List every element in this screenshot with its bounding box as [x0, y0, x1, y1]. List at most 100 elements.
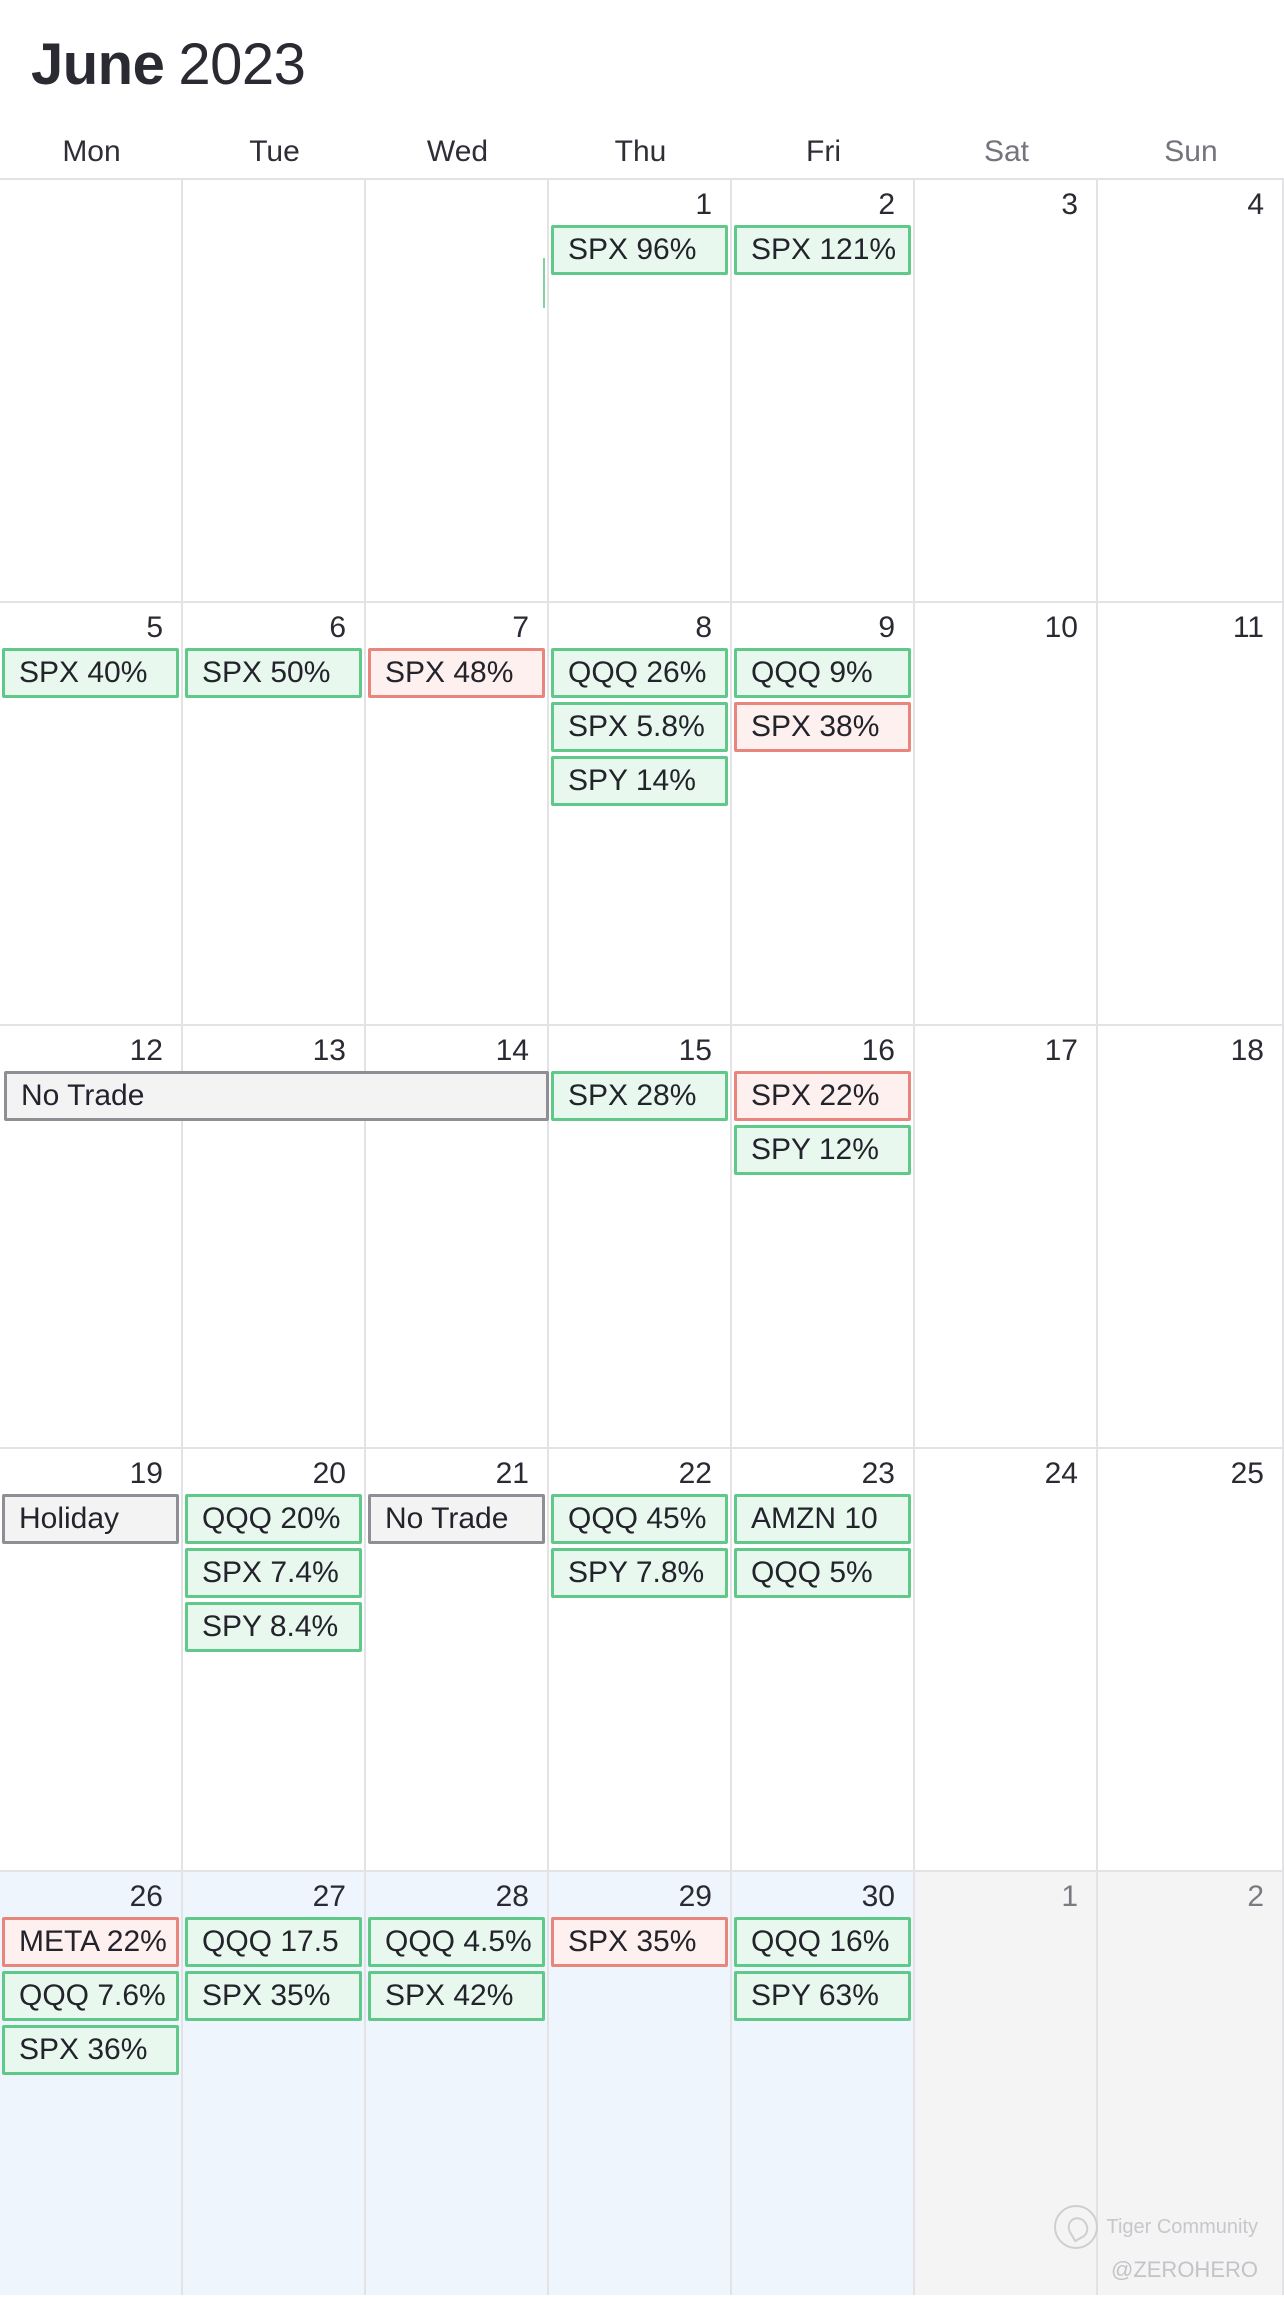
day-cell[interactable]: 5 SPX 40%	[0, 603, 183, 1026]
weekday-mon: Mon	[62, 135, 121, 168]
trade-event[interactable]: SPX 48%	[368, 648, 545, 698]
day-cell[interactable]: 18	[1098, 1026, 1284, 1449]
watermark-brand: Tiger Community	[1106, 2215, 1258, 2238]
day-cell[interactable]: 25	[1098, 1449, 1284, 1872]
day-cell[interactable]: 20 QQQ 20% SPX 7.4% SPY 8.4%	[183, 1449, 366, 1872]
empty-day-cell[interactable]	[183, 180, 366, 603]
multi-day-event[interactable]: No Trade	[4, 1071, 549, 1121]
day-cell[interactable]: 16 SPX 22% SPY 12%	[732, 1026, 915, 1449]
weekday-tue: Tue	[249, 135, 300, 168]
day-number: 2	[878, 188, 895, 221]
trade-event[interactable]: QQQ 20%	[185, 1494, 362, 1544]
day-number: 17	[1044, 1034, 1078, 1067]
trade-event[interactable]: SPX 40%	[2, 648, 179, 698]
day-number: 9	[878, 611, 895, 644]
trade-event[interactable]: SPX 35%	[551, 1917, 728, 1967]
day-number: 23	[861, 1457, 895, 1490]
day-cell[interactable]: 7 SPX 48%	[366, 603, 549, 1026]
watermark-user: @ZEROHERO	[1110, 2257, 1258, 2282]
day-cell[interactable]: 28 QQQ 4.5% SPX 42%	[366, 1872, 549, 2295]
day-events: No Trade	[366, 1494, 547, 1548]
day-number: 27	[312, 1880, 346, 1913]
day-number: 13	[312, 1034, 346, 1067]
weekday-sun: Sun	[1164, 135, 1218, 168]
day-events: SPX 40%	[0, 648, 181, 702]
day-number: 15	[678, 1034, 712, 1067]
day-cell[interactable]: 21 No Trade	[366, 1449, 549, 1872]
trade-event[interactable]: SPX 50%	[185, 648, 362, 698]
day-number: 2	[1247, 1880, 1264, 1913]
trade-event[interactable]: QQQ 26%	[551, 648, 728, 698]
day-number: 12	[129, 1034, 163, 1067]
day-cell[interactable]: 8 QQQ 26% SPX 5.8% SPY 14%	[549, 603, 732, 1026]
day-cell[interactable]: 10	[915, 603, 1098, 1026]
trade-event[interactable]: META 22%	[2, 1917, 179, 1967]
trade-event[interactable]: AMZN 10	[734, 1494, 911, 1544]
weekday-wed: Wed	[426, 135, 489, 168]
trade-event[interactable]: QQQ 9%	[734, 648, 911, 698]
trade-event[interactable]: Holiday	[2, 1494, 179, 1544]
day-cell[interactable]: 14	[366, 1026, 549, 1449]
day-events: QQQ 17.5 SPX 35%	[183, 1917, 364, 2025]
trade-event[interactable]: QQQ 4.5%	[368, 1917, 545, 1967]
trade-event[interactable]: SPX 38%	[734, 702, 911, 752]
day-cell[interactable]: 19 Holiday	[0, 1449, 183, 1872]
trade-event[interactable]: SPY 63%	[734, 1971, 911, 2021]
trade-event[interactable]: No Trade	[368, 1494, 545, 1544]
day-number: 3	[1061, 188, 1078, 221]
weekday-thu: Thu	[614, 135, 667, 168]
day-cell[interactable]: 11	[1098, 603, 1284, 1026]
day-number: 18	[1230, 1034, 1264, 1067]
day-events: SPX 28%	[549, 1071, 730, 1125]
day-events: AMZN 10 QQQ 5%	[732, 1494, 913, 1602]
trade-event[interactable]: SPX 42%	[368, 1971, 545, 2021]
week-row: 26 META 22% QQQ 7.6% SPX 36% 27 QQQ 17.5 SPX 3…	[0, 1872, 1284, 2295]
day-cell[interactable]: 13	[183, 1026, 366, 1449]
day-number: 5	[146, 611, 163, 644]
day-cell[interactable]: 1 SPX 96%	[549, 180, 732, 603]
day-cell[interactable]: 17	[915, 1026, 1098, 1449]
trade-event[interactable]: SPX 35%	[185, 1971, 362, 2021]
empty-day-cell[interactable]	[0, 180, 183, 603]
trade-event[interactable]: SPX 36%	[2, 2025, 179, 2075]
day-cell[interactable]: 9 QQQ 9% SPX 38%	[732, 603, 915, 1026]
day-cell[interactable]: 29 SPX 35%	[549, 1872, 732, 2295]
day-cell[interactable]: 15 SPX 28%	[549, 1026, 732, 1449]
day-cell[interactable]: 12	[0, 1026, 183, 1449]
day-events: QQQ 20% SPX 7.4% SPY 8.4%	[183, 1494, 364, 1656]
trade-event[interactable]: SPX 7.4%	[185, 1548, 362, 1598]
trade-event[interactable]: SPX 5.8%	[551, 702, 728, 752]
day-cell[interactable]: 6 SPX 50%	[183, 603, 366, 1026]
trade-event[interactable]: SPX 96%	[551, 225, 728, 275]
trade-event[interactable]: SPY 12%	[734, 1125, 911, 1175]
day-cell[interactable]: 23 AMZN 10 QQQ 5%	[732, 1449, 915, 1872]
trade-event[interactable]: QQQ 17.5	[185, 1917, 362, 1967]
trade-event[interactable]: SPX 22%	[734, 1071, 911, 1121]
trade-event[interactable]: SPY 14%	[551, 756, 728, 806]
day-cell[interactable]: 26 META 22% QQQ 7.6% SPX 36%	[0, 1872, 183, 2295]
week-row: 19 Holiday 20 QQQ 20% SPX 7.4% SPY 8.4% 21 No T…	[0, 1449, 1284, 1872]
trade-event[interactable]: SPX 28%	[551, 1071, 728, 1121]
day-events: SPX 121%	[732, 225, 913, 279]
day-number: 6	[329, 611, 346, 644]
day-cell[interactable]: 4	[1098, 180, 1284, 603]
day-cell[interactable]: 30 QQQ 16% SPY 63%	[732, 1872, 915, 2295]
trade-event[interactable]: SPY 7.8%	[551, 1548, 728, 1598]
trade-event[interactable]: QQQ 5%	[734, 1548, 911, 1598]
trade-event[interactable]: QQQ 45%	[551, 1494, 728, 1544]
trade-event[interactable]: SPY 8.4%	[185, 1602, 362, 1652]
trade-event[interactable]: QQQ 16%	[734, 1917, 911, 1967]
day-events: SPX 22% SPY 12%	[732, 1071, 913, 1179]
empty-day-cell[interactable]	[366, 180, 549, 603]
day-cell[interactable]: 24	[915, 1449, 1098, 1872]
day-cell[interactable]: 3	[915, 180, 1098, 603]
trade-event[interactable]: QQQ 7.6%	[2, 1971, 179, 2021]
day-number: 30	[861, 1880, 895, 1913]
day-number: 1	[695, 188, 712, 221]
day-cell[interactable]: 2	[1098, 1872, 1284, 2295]
trade-event[interactable]: SPX 121%	[734, 225, 911, 275]
day-events: SPX 96%	[549, 225, 730, 279]
day-cell[interactable]: 2 SPX 121%	[732, 180, 915, 603]
day-cell[interactable]: 22 QQQ 45% SPY 7.8%	[549, 1449, 732, 1872]
day-cell[interactable]: 27 QQQ 17.5 SPX 35%	[183, 1872, 366, 2295]
